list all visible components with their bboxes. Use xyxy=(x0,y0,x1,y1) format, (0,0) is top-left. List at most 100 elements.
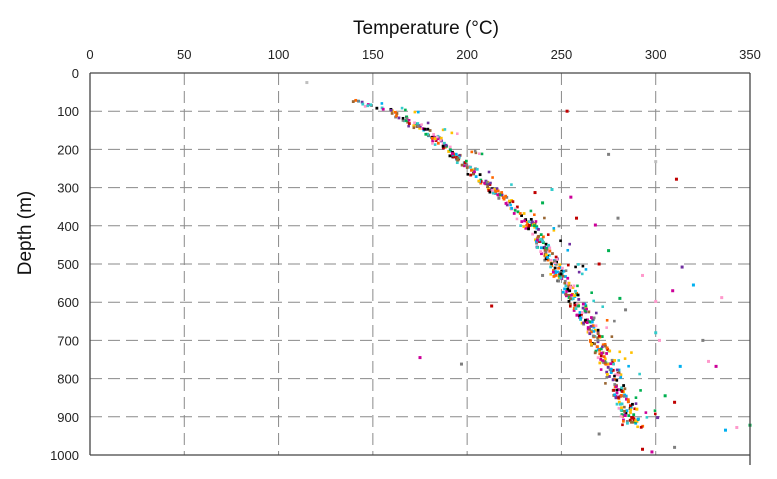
data-point xyxy=(557,266,561,270)
outlier-point xyxy=(569,195,573,199)
data-point xyxy=(617,406,621,410)
outlier-point xyxy=(674,177,678,181)
data-point xyxy=(496,193,500,197)
data-point xyxy=(573,294,576,297)
data-point xyxy=(583,320,587,324)
data-point xyxy=(551,270,555,274)
data-point xyxy=(418,124,422,128)
data-point xyxy=(597,334,601,338)
data-point xyxy=(604,362,608,366)
x-tick-label: 0 xyxy=(86,47,93,62)
data-point xyxy=(581,306,585,310)
data-point xyxy=(624,394,628,398)
data-point xyxy=(620,390,624,393)
data-point xyxy=(596,338,600,342)
data-point xyxy=(488,190,492,194)
data-point xyxy=(504,194,508,198)
data-point xyxy=(580,272,584,276)
data-point xyxy=(537,228,540,231)
data-point xyxy=(554,255,558,259)
data-point xyxy=(573,303,577,307)
data-point xyxy=(369,103,373,107)
outlier-point xyxy=(550,188,554,192)
data-point xyxy=(487,170,491,174)
data-point xyxy=(537,240,541,243)
data-point xyxy=(539,238,543,241)
data-point xyxy=(500,193,504,197)
data-point xyxy=(553,266,557,270)
data-point xyxy=(533,213,536,217)
data-point xyxy=(626,400,630,403)
data-point xyxy=(617,368,621,372)
data-point xyxy=(575,313,579,317)
data-point xyxy=(354,98,358,102)
data-point xyxy=(632,418,636,421)
data-point xyxy=(530,223,533,227)
data-point xyxy=(586,318,589,322)
data-point xyxy=(619,414,623,418)
data-point xyxy=(591,324,595,328)
data-point xyxy=(574,289,577,293)
data-point xyxy=(479,178,483,182)
data-point xyxy=(543,258,547,262)
data-point xyxy=(513,209,517,212)
data-point xyxy=(413,121,416,125)
data-point xyxy=(448,148,452,152)
data-point xyxy=(547,243,550,247)
data-point xyxy=(426,127,430,131)
data-point xyxy=(605,326,608,329)
outlier-point xyxy=(673,400,677,404)
data-point xyxy=(440,136,443,140)
data-point xyxy=(564,293,568,296)
data-point xyxy=(598,352,602,356)
data-point xyxy=(488,183,492,186)
data-point xyxy=(562,269,566,273)
data-point xyxy=(549,272,553,276)
data-point xyxy=(546,256,550,259)
data-point xyxy=(629,411,632,414)
data-point xyxy=(596,356,600,360)
data-point xyxy=(590,330,593,334)
data-point xyxy=(561,274,565,278)
data-point xyxy=(533,238,537,242)
outlier-point xyxy=(418,356,422,360)
data-point xyxy=(543,216,546,220)
data-point xyxy=(627,364,630,368)
data-points xyxy=(305,81,752,454)
outlier-point xyxy=(575,216,579,220)
data-point xyxy=(533,222,537,225)
data-point xyxy=(486,185,490,189)
data-point xyxy=(602,361,605,364)
data-point xyxy=(629,420,633,424)
data-point xyxy=(527,220,531,224)
data-point xyxy=(569,297,572,300)
data-point xyxy=(639,389,642,392)
data-point xyxy=(590,342,594,346)
data-point xyxy=(492,188,496,192)
data-point xyxy=(566,281,569,285)
data-point xyxy=(619,375,623,379)
data-point xyxy=(612,362,615,366)
data-point xyxy=(628,404,632,408)
data-point xyxy=(605,375,609,379)
data-point xyxy=(612,388,616,392)
data-point xyxy=(602,359,605,363)
data-point xyxy=(588,327,591,331)
data-point xyxy=(465,166,469,169)
data-point xyxy=(559,276,563,280)
data-point xyxy=(474,151,478,155)
data-point xyxy=(527,227,530,231)
y-tick-label: 600 xyxy=(57,295,79,310)
data-point xyxy=(628,418,632,422)
data-point xyxy=(458,154,461,158)
data-point xyxy=(437,136,441,139)
data-point xyxy=(594,324,598,328)
data-point xyxy=(568,302,572,306)
data-point xyxy=(574,307,578,310)
data-point xyxy=(582,321,585,325)
outlier-point xyxy=(607,249,611,253)
data-point xyxy=(594,311,598,315)
data-point xyxy=(557,276,561,280)
data-point xyxy=(615,385,618,388)
data-point xyxy=(474,175,478,179)
